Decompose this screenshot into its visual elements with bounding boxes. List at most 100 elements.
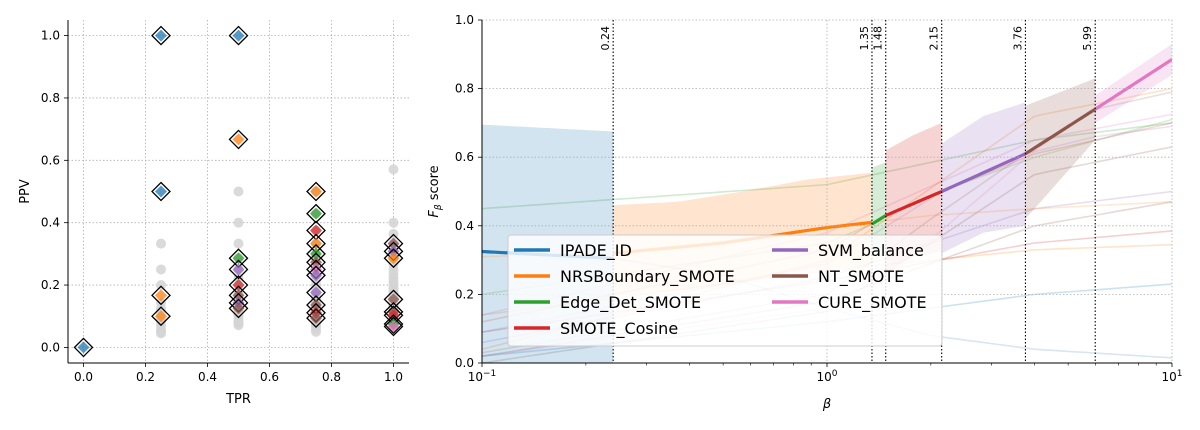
highlighted-point-outline — [73, 337, 94, 358]
y-tick-label: 1.0 — [41, 29, 60, 43]
series-best-segment — [871, 214, 887, 226]
highlighted-point — [232, 252, 245, 265]
legend-label: SMOTE_Cosine — [560, 319, 678, 339]
y-tick-label: 0.0 — [41, 340, 60, 354]
highlighted-point-outline — [228, 25, 249, 46]
y-tick-label: 0.2 — [455, 287, 474, 301]
x-tick-label: 10−1 — [468, 369, 497, 384]
background-point — [233, 186, 244, 197]
x-tick-label: 0.6 — [260, 370, 279, 384]
highlighted-point — [387, 320, 400, 333]
highlighted-point-outline — [228, 259, 249, 280]
series-best-segment — [941, 152, 1027, 193]
y-tick-label: 0.4 — [41, 216, 60, 230]
x-tick-exponent: −1 — [483, 369, 496, 379]
y-tick-label: 0.8 — [41, 91, 60, 105]
f-beta-score-plot: 0.0 0.2 0.4 0.6 0.8 1.0 0.24 1.35 1.48 2.15 3.76 5.… — [427, 13, 1183, 412]
series-best-segment — [1024, 107, 1097, 156]
y-axis-label: Fβ score — [427, 165, 444, 217]
series-best-segment — [1094, 58, 1172, 111]
legend-box — [507, 234, 943, 347]
legend-label: NT_SMOTE — [818, 267, 904, 287]
tpr-ppv-scatter-plot: 0.0 0.2 0.4 0.6 0.8 1.0 0.0 0.2 0.4 0.6 0.8 1.0 TPR P… — [18, 20, 409, 407]
threshold-label: 3.76 — [1011, 26, 1024, 51]
background-point — [388, 164, 399, 175]
legend-label: NRSBoundary_SMOTE — [560, 267, 735, 287]
x-tick-label: 0.8 — [322, 370, 341, 384]
x-tick-label: 0.2 — [136, 370, 155, 384]
highlighted-point-outline — [383, 314, 404, 334]
threshold-label: 0.24 — [599, 26, 612, 51]
legend-label: IPADE_ID — [560, 241, 632, 261]
highlighted-point-outline — [383, 248, 404, 269]
highlighted-point — [232, 279, 245, 292]
legend: IPADE_ID NRSBoundary_SMOTE Edge_Det_SMOTE S… — [507, 234, 943, 347]
y-axis-label-subscript: β — [434, 204, 444, 211]
y-axis-label: PPV — [18, 179, 33, 204]
legend-label: SVM_balance — [818, 241, 924, 261]
x-tick-label: 1.0 — [384, 370, 403, 384]
highlighted-point — [387, 293, 400, 306]
x-tick-label: 100 — [816, 369, 837, 384]
background-point — [156, 238, 166, 249]
highlighted-point — [310, 269, 322, 282]
highlighted-point — [232, 289, 245, 302]
background-point — [233, 217, 244, 228]
confidence-band — [871, 162, 886, 254]
highlighted-point — [310, 237, 322, 250]
highlighted-point-outline — [151, 306, 171, 327]
highlighted-point-outline — [151, 25, 171, 46]
highlighted-point-outline — [151, 285, 171, 306]
y-tick-label: 1.0 — [455, 13, 474, 27]
threshold-label: 1.35 — [858, 26, 871, 51]
highlighted-point — [310, 185, 322, 198]
y-tick-label: 0.4 — [455, 219, 474, 233]
highlighted-point-outline — [228, 298, 249, 319]
x-axis-label: β — [822, 397, 831, 412]
confidence-band — [1025, 78, 1096, 219]
highlighted-point — [310, 207, 322, 220]
x-tick-exponent: 0 — [832, 369, 838, 379]
legend-label: Edge_Det_SMOTE — [560, 293, 701, 313]
background-point — [156, 264, 166, 275]
x-tick-label: 0.4 — [198, 370, 217, 384]
highlighted-point-outline — [306, 181, 326, 202]
highlighted-point-outline — [151, 181, 171, 202]
threshold-label: 1.48 — [872, 26, 885, 51]
background-point — [233, 320, 244, 331]
highlighted-point — [310, 312, 322, 325]
highlighted-point — [232, 263, 245, 276]
background-point — [388, 217, 399, 228]
background-point — [233, 238, 244, 249]
legend-label: CURE_SMOTE — [818, 293, 927, 313]
highlighted-point — [387, 237, 400, 250]
highlighted-point — [155, 29, 167, 42]
series-best-segment — [885, 190, 943, 217]
highlighted-point — [310, 256, 322, 269]
y-tick-label: 0.6 — [41, 153, 60, 167]
y-tick-label: 0.6 — [455, 150, 474, 164]
x-axis-label: TPR — [225, 392, 251, 407]
background-point — [156, 280, 166, 291]
y-axis-label-suffix: score — [427, 165, 442, 204]
highlighted-point — [310, 286, 322, 299]
confidence-band — [941, 102, 1026, 254]
y-axis-label-f: F — [427, 210, 442, 218]
highlighted-point — [155, 289, 167, 302]
highlighted-point — [155, 185, 167, 198]
confidence-band — [885, 122, 942, 271]
highlighted-point — [232, 29, 245, 42]
y-tick-label: 0.8 — [455, 82, 474, 96]
y-tick-label: 0.0 — [455, 356, 474, 370]
background-point — [156, 328, 166, 339]
background-point — [311, 326, 321, 337]
highlighted-point — [310, 224, 322, 237]
highlighted-point — [387, 252, 400, 265]
highlighted-point-outline — [228, 129, 249, 150]
highlighted-point-outline — [383, 316, 404, 337]
highlighted-point — [387, 245, 400, 258]
highlighted-point-outline — [306, 308, 326, 329]
highlighted-point — [155, 310, 167, 323]
highlighted-point — [77, 341, 90, 354]
